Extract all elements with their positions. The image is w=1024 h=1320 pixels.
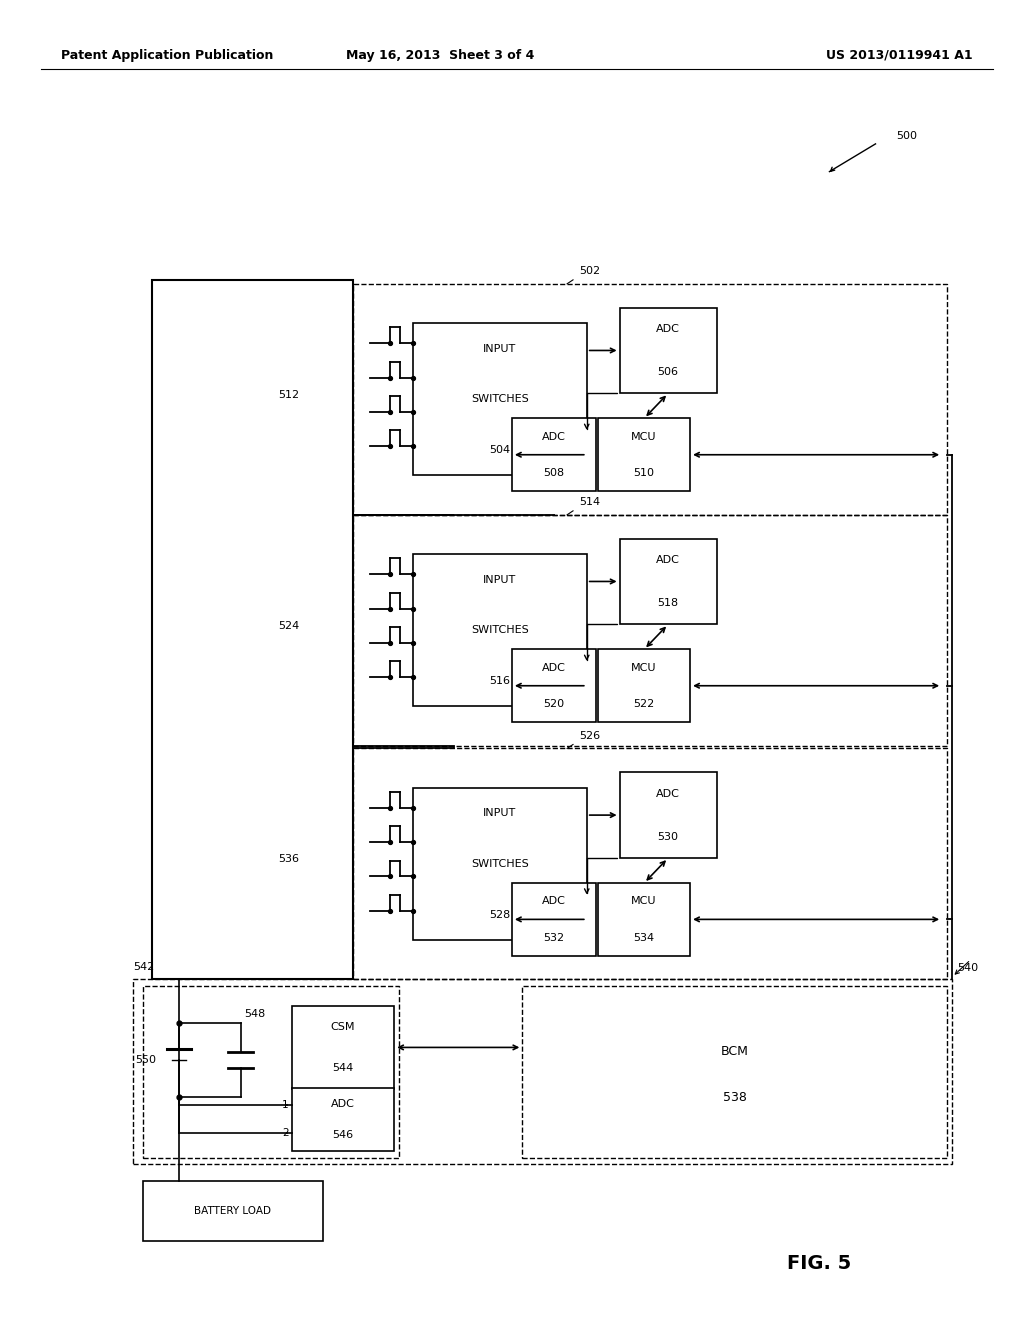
Text: 518: 518 bbox=[657, 598, 679, 609]
Bar bbox=[620, 772, 717, 858]
Bar bbox=[133, 979, 952, 1164]
Text: BATTERY LOAD: BATTERY LOAD bbox=[195, 1206, 271, 1216]
Text: INPUT: INPUT bbox=[483, 574, 516, 585]
Text: ADC: ADC bbox=[542, 663, 566, 673]
Text: 536: 536 bbox=[278, 854, 299, 865]
Text: 524: 524 bbox=[278, 620, 299, 631]
Text: INPUT: INPUT bbox=[483, 343, 516, 354]
Text: 2: 2 bbox=[283, 1129, 289, 1138]
Text: MCU: MCU bbox=[632, 663, 656, 673]
Bar bbox=[620, 308, 717, 393]
Text: 546: 546 bbox=[333, 1130, 353, 1140]
Text: 542: 542 bbox=[133, 961, 155, 972]
Bar bbox=[353, 748, 947, 979]
Bar bbox=[353, 515, 947, 746]
Text: 500: 500 bbox=[896, 131, 918, 141]
Text: 528: 528 bbox=[489, 909, 510, 920]
Bar bbox=[598, 418, 690, 491]
Text: 514: 514 bbox=[579, 496, 600, 507]
Text: MCU: MCU bbox=[632, 432, 656, 442]
Bar bbox=[512, 649, 596, 722]
Text: Patent Application Publication: Patent Application Publication bbox=[61, 49, 273, 62]
Text: SWITCHES: SWITCHES bbox=[471, 395, 528, 404]
Bar bbox=[522, 986, 947, 1158]
Bar bbox=[598, 649, 690, 722]
Text: SWITCHES: SWITCHES bbox=[471, 626, 528, 635]
Text: BCM: BCM bbox=[721, 1044, 749, 1057]
Bar bbox=[353, 746, 454, 748]
Text: 512: 512 bbox=[278, 389, 299, 400]
Bar bbox=[292, 1088, 394, 1151]
Text: FIG. 5: FIG. 5 bbox=[787, 1254, 851, 1272]
Text: ADC: ADC bbox=[656, 323, 680, 334]
Text: 550: 550 bbox=[135, 1055, 157, 1065]
Text: 522: 522 bbox=[634, 698, 654, 709]
Text: ADC: ADC bbox=[542, 896, 566, 907]
Bar bbox=[620, 539, 717, 624]
Bar bbox=[143, 986, 399, 1158]
Bar bbox=[598, 883, 690, 956]
Text: 548: 548 bbox=[244, 1008, 265, 1019]
Text: 502: 502 bbox=[579, 265, 600, 276]
Text: 538: 538 bbox=[723, 1092, 746, 1104]
Text: INPUT: INPUT bbox=[483, 808, 516, 818]
Text: 510: 510 bbox=[634, 467, 654, 478]
Text: ADC: ADC bbox=[542, 432, 566, 442]
Text: 530: 530 bbox=[657, 832, 679, 842]
Text: MCU: MCU bbox=[632, 896, 656, 907]
Bar bbox=[143, 1181, 323, 1241]
Bar bbox=[353, 284, 947, 515]
Text: 508: 508 bbox=[544, 467, 564, 478]
Text: 504: 504 bbox=[489, 445, 510, 455]
Bar bbox=[152, 280, 353, 979]
Text: 540: 540 bbox=[957, 962, 979, 973]
Text: ADC: ADC bbox=[331, 1098, 355, 1109]
Text: SWITCHES: SWITCHES bbox=[471, 859, 528, 869]
Text: 526: 526 bbox=[579, 730, 600, 741]
Bar bbox=[413, 323, 587, 475]
Text: 516: 516 bbox=[489, 676, 510, 686]
Text: CSM: CSM bbox=[331, 1022, 355, 1032]
Text: 544: 544 bbox=[333, 1063, 353, 1073]
Text: May 16, 2013  Sheet 3 of 4: May 16, 2013 Sheet 3 of 4 bbox=[346, 49, 535, 62]
Text: 520: 520 bbox=[544, 698, 564, 709]
Bar bbox=[292, 1006, 394, 1089]
Text: ADC: ADC bbox=[656, 554, 680, 565]
Text: 534: 534 bbox=[634, 932, 654, 942]
Bar bbox=[413, 788, 587, 940]
Text: 1: 1 bbox=[283, 1101, 289, 1110]
Bar bbox=[512, 418, 596, 491]
Text: ADC: ADC bbox=[656, 788, 680, 799]
Text: 532: 532 bbox=[544, 932, 564, 942]
Text: US 2013/0119941 A1: US 2013/0119941 A1 bbox=[826, 49, 973, 62]
Bar bbox=[413, 554, 587, 706]
Text: 506: 506 bbox=[657, 367, 679, 378]
Bar bbox=[512, 883, 596, 956]
